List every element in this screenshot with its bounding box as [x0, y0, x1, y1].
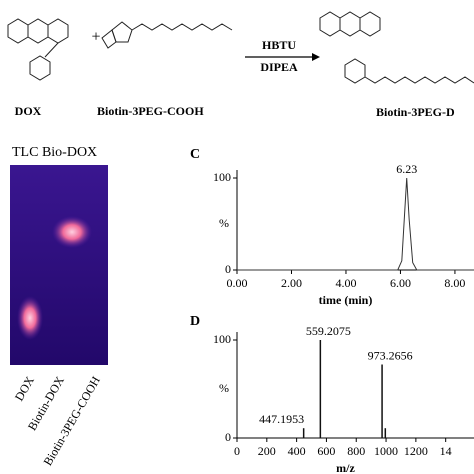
- x-tick-label: 1200: [404, 444, 428, 458]
- x-axis-label: m/z: [336, 461, 355, 474]
- x-axis-label: time (min): [319, 293, 373, 307]
- x-tick-label: 600: [317, 444, 335, 458]
- x-tick-label: 2.00: [281, 276, 302, 290]
- tlc-spot: [52, 216, 92, 248]
- peak-label: 973.2656: [368, 348, 413, 362]
- panel-label: C: [190, 147, 200, 162]
- x-tick-label: 0.00: [227, 276, 248, 290]
- panel-label: D: [190, 314, 200, 329]
- x-tick-label: 200: [258, 444, 276, 458]
- product-label: Biotin-3PEG-D: [376, 105, 455, 119]
- reagent-label: HBTU: [262, 38, 296, 52]
- reagent-label: DIPEA: [260, 60, 298, 74]
- molecule-sketches: [7, 11, 474, 84]
- reactant-label: Biotin-3PEG-COOH: [97, 104, 204, 118]
- reactant-label: DOX: [15, 104, 42, 118]
- x-tick-label: 4.00: [335, 276, 356, 290]
- x-tick-label: 6.00: [390, 276, 411, 290]
- x-tick-label: 400: [288, 444, 306, 458]
- y-tick-label: 0: [225, 262, 231, 276]
- x-tick-label: 8.00: [444, 276, 465, 290]
- chromatogram-line: [237, 177, 474, 271]
- peak-label: 6.23: [396, 162, 417, 176]
- x-tick-label: 800: [347, 444, 365, 458]
- peak-label: 447.1953: [259, 412, 304, 426]
- y-axis-label: %: [219, 381, 229, 395]
- x-tick-label: 14: [440, 444, 452, 458]
- plus-sign: +: [91, 29, 100, 46]
- y-axis-label: %: [219, 216, 229, 230]
- tlc-title: TLC Bio-DOX: [12, 145, 97, 160]
- peak-label: 559.2075: [306, 324, 351, 338]
- y-tick-label: 100: [213, 332, 231, 346]
- x-tick-label: 1000: [374, 444, 398, 458]
- lane-label: DOX: [12, 374, 37, 404]
- tlc-spot: [17, 296, 43, 340]
- y-tick-label: 0: [225, 430, 231, 444]
- x-tick-label: 0: [234, 444, 240, 458]
- y-tick-label: 100: [213, 170, 231, 184]
